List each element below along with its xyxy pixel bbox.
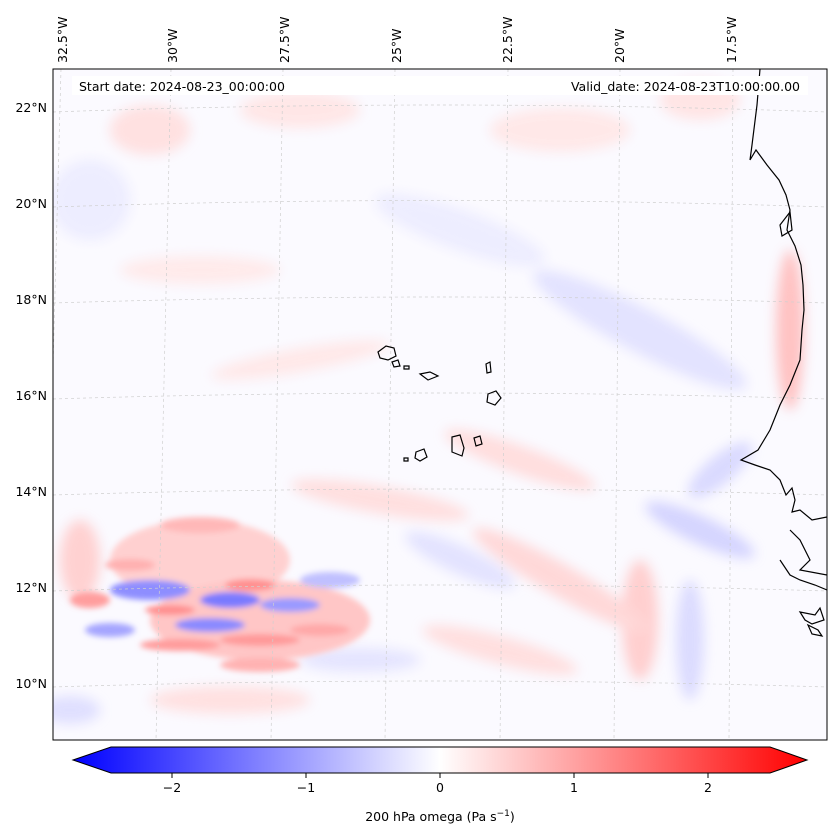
start-date: Start date: 2024-08-23_00:00:00 (79, 79, 285, 94)
lat-label: 10°N (15, 676, 47, 691)
colorbar-tick-label: −2 (163, 780, 181, 795)
longitude-labels: 32.5°W 30°W 27.5°W 25°W 22.5°W 20°W 17.5… (55, 17, 739, 63)
colorbar-tick-label: −1 (297, 780, 315, 795)
colorbar-ticks: −2 −1 0 1 2 (163, 773, 712, 795)
lat-label: 14°N (15, 484, 47, 499)
lon-label: 27.5°W (277, 17, 292, 63)
lat-label: 20°N (15, 196, 47, 211)
colorbar-tick-label: 2 (704, 780, 712, 795)
colorbar-label: 200 hPa omega (Pa s−1) (365, 809, 515, 824)
graticule (53, 69, 827, 740)
coastlines (739, 69, 827, 637)
colorbar-bar (71, 746, 809, 774)
latitude-labels: 22°N 20°N 18°N 16°N 14°N 12°N 10°N (15, 100, 47, 691)
lon-label: 20°W (612, 28, 627, 63)
lat-label: 16°N (15, 388, 47, 403)
lat-label: 12°N (15, 580, 47, 595)
colorbar-tick-label: 1 (570, 780, 578, 795)
colorbar: −2 −1 0 1 2 200 hPa omega (Pa s−1) (71, 746, 809, 824)
colorbar-tick-label: 0 (436, 780, 444, 795)
lon-label: 22.5°W (500, 17, 515, 63)
lon-label: 30°W (165, 28, 180, 63)
cape-verde-islands (377, 345, 502, 462)
lon-label: 25°W (389, 28, 404, 63)
date-banner (72, 76, 808, 95)
lat-label: 18°N (15, 292, 47, 307)
map-frame (52, 68, 828, 741)
valid-date: Valid_date: 2024-08-23T10:00:00.00 (571, 79, 800, 94)
lon-label: 32.5°W (55, 17, 70, 63)
lon-label: 17.5°W (724, 17, 739, 63)
map-panel: Start date: 2024-08-23_00:00:00 Valid_da… (52, 68, 828, 741)
africa-coast (739, 69, 827, 521)
lat-label: 22°N (15, 100, 47, 115)
